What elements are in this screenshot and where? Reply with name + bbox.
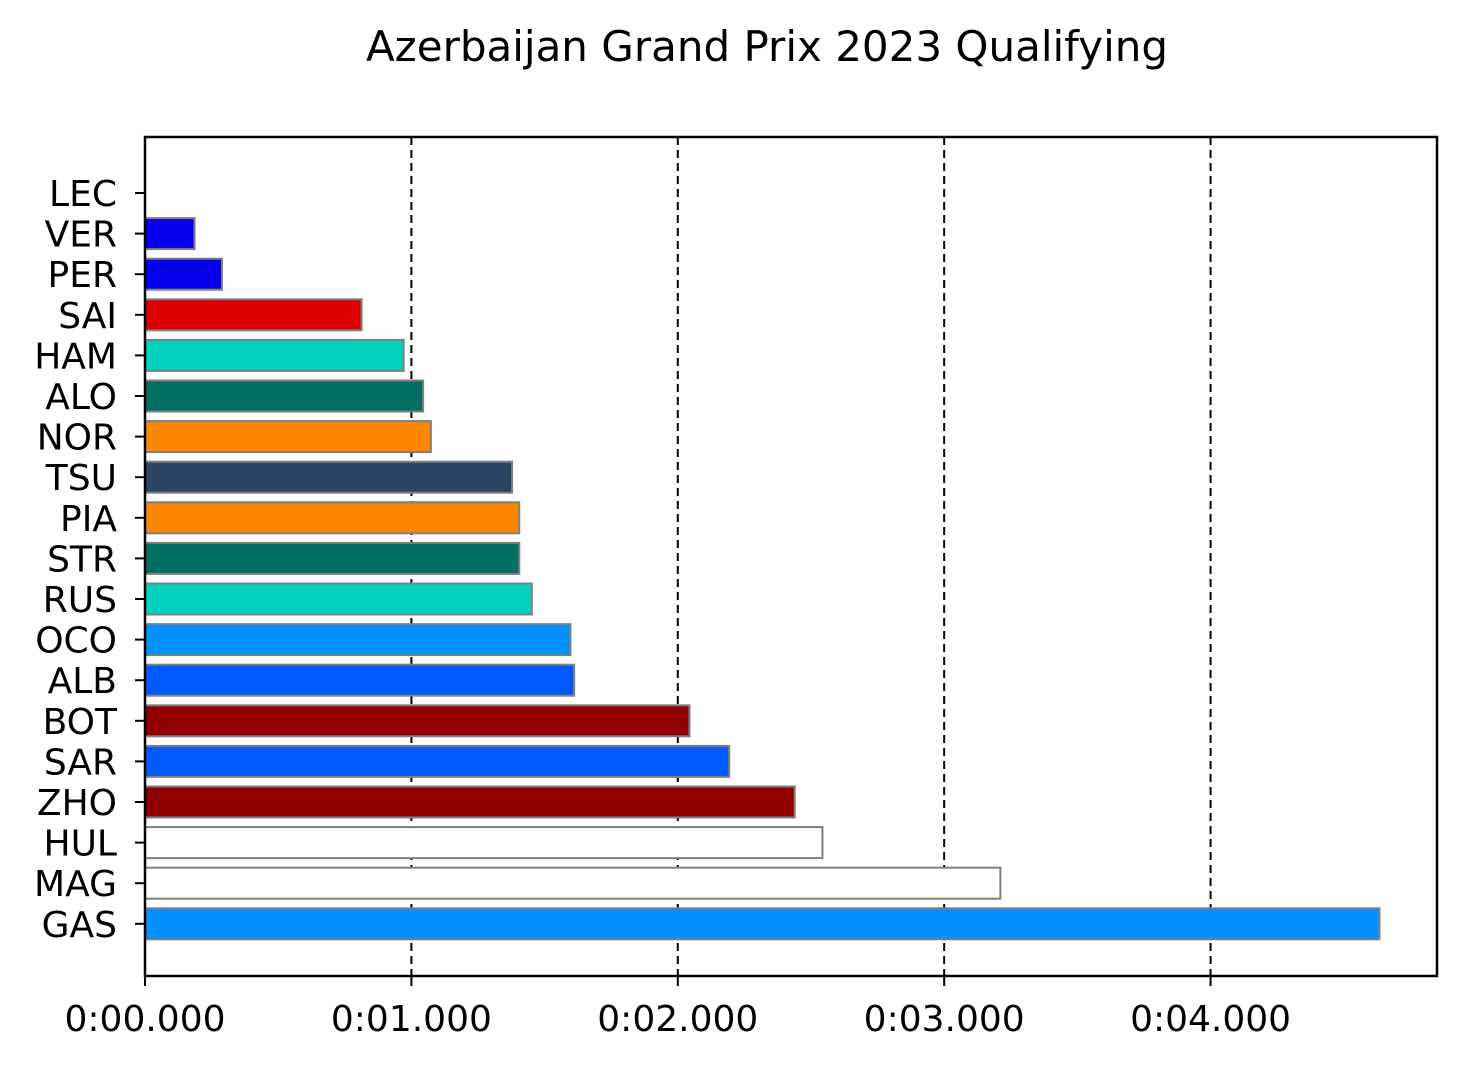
y-tick-label-zho: ZHO xyxy=(37,783,117,824)
bar-pia xyxy=(144,501,521,535)
y-tick-label-rus: RUS xyxy=(43,580,117,621)
y-tick-label-oco: OCO xyxy=(35,621,117,662)
bar-alo xyxy=(144,379,425,413)
bars xyxy=(144,217,1381,941)
bar-ver xyxy=(144,217,196,251)
bar-oco xyxy=(144,623,572,657)
bar-bot xyxy=(144,704,691,738)
y-tick-label-ham: HAM xyxy=(34,336,117,377)
y-tick-label-alo: ALO xyxy=(45,377,117,418)
bar-gas xyxy=(144,907,1381,941)
bar-per xyxy=(144,257,223,291)
x-tick-label-3: 0:03.000 xyxy=(864,999,1025,1040)
y-tick-label-ver: VER xyxy=(45,215,117,256)
y-tick-label-pia: PIA xyxy=(60,499,117,540)
bar-ham xyxy=(144,338,405,372)
y-tick-label-sai: SAI xyxy=(58,296,117,337)
x-tick-label-1: 0:01.000 xyxy=(331,999,492,1040)
y-tick-label-sar: SAR xyxy=(44,742,117,783)
bar-sar xyxy=(144,744,731,778)
x-tick-label-0: 0:00.000 xyxy=(65,999,226,1040)
y-tick-label-hul: HUL xyxy=(44,824,117,865)
y-tick-label-lec: LEC xyxy=(49,174,117,215)
bar-rus xyxy=(144,582,533,616)
y-tick-label-per: PER xyxy=(48,255,117,296)
chart-title: Azerbaijan Grand Prix 2023 Qualifying xyxy=(365,22,1169,71)
y-tick-label-tsu: TSU xyxy=(45,458,117,499)
y-tick-label-nor: NOR xyxy=(37,418,117,459)
bar-nor xyxy=(144,420,432,454)
bar-sai xyxy=(144,298,363,332)
y-tick-label-mag: MAG xyxy=(34,864,117,905)
bar-hul xyxy=(144,826,824,860)
y-tick-label-gas: GAS xyxy=(42,905,117,946)
axes xyxy=(143,135,1439,978)
y-axis-ticks: LECVERPERSAIHAMALONORTSUPIASTRRUSOCOALBB… xyxy=(34,174,145,946)
x-axis-ticks: 0:00.000 0:01.000 0:02.000 0:03.000 0:04.000 xyxy=(65,976,1291,1040)
bar-alb xyxy=(144,663,576,697)
bar-mag xyxy=(144,866,1002,900)
x-tick-label-4: 0:04.000 xyxy=(1130,999,1291,1040)
bar-str xyxy=(144,541,521,575)
y-tick-label-bot: BOT xyxy=(43,702,118,743)
y-tick-label-alb: ALB xyxy=(48,661,117,702)
x-tick-label-2: 0:02.000 xyxy=(597,999,758,1040)
plot-frame xyxy=(143,135,1439,978)
bar-zho xyxy=(144,785,796,819)
bar-tsu xyxy=(144,460,514,494)
y-tick-label-str: STR xyxy=(47,539,117,580)
